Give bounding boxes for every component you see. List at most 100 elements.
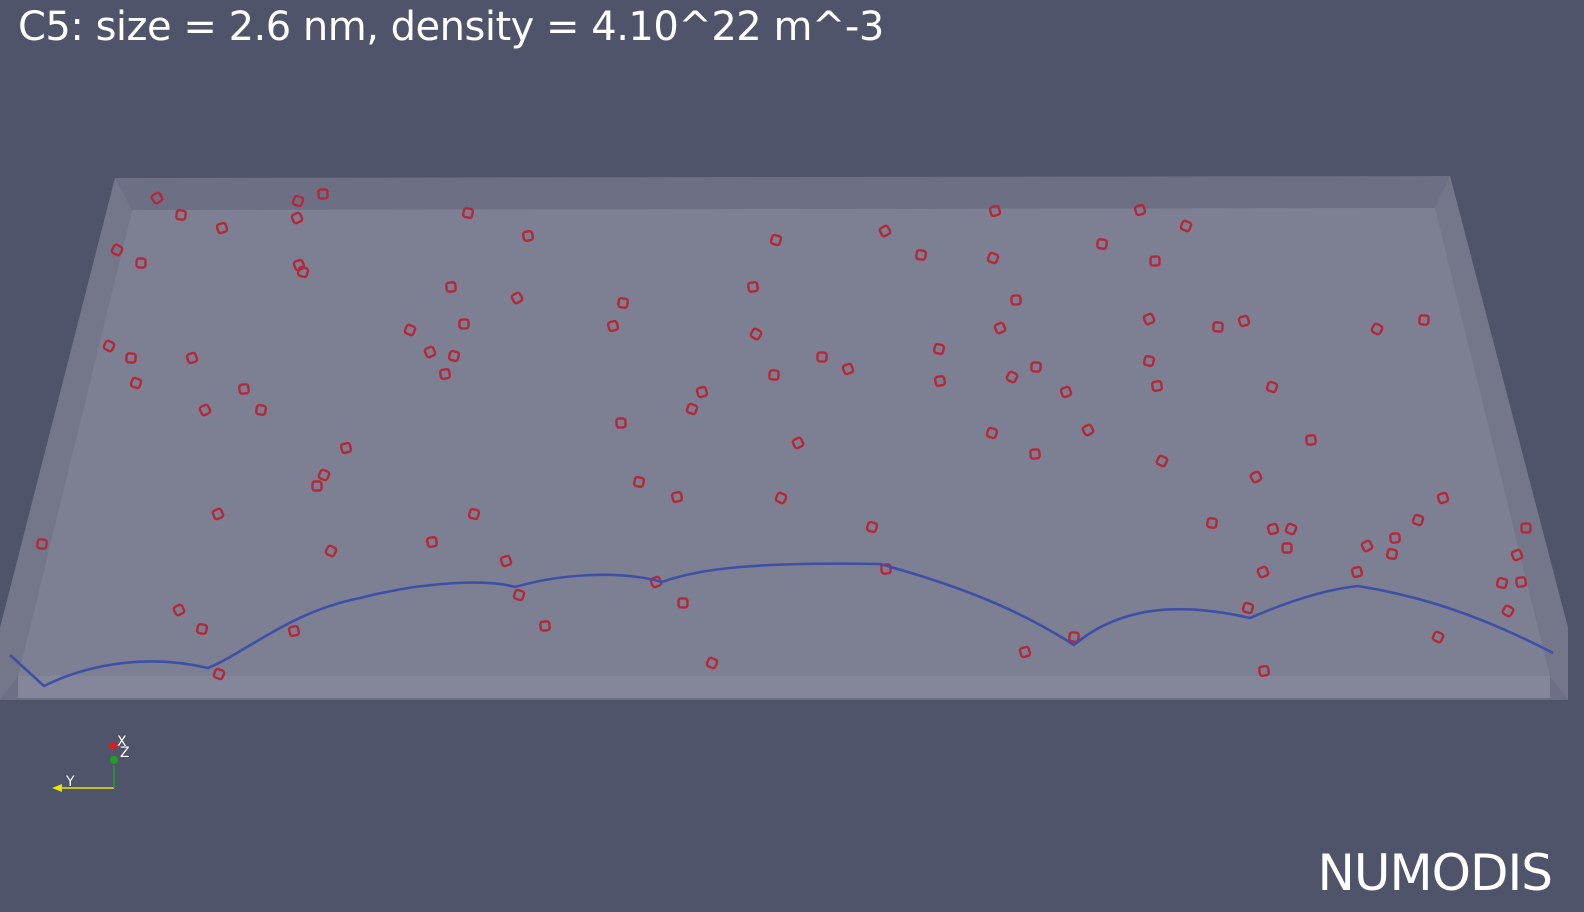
- defect-loop: [1510, 548, 1524, 562]
- defect-loop: [774, 491, 788, 505]
- defect-loop: [1241, 601, 1255, 615]
- defect-loop: [212, 667, 226, 681]
- defect-loop: [1249, 470, 1263, 484]
- defect-loop: [865, 520, 879, 534]
- defect-loop: [521, 229, 535, 243]
- defect-loop: [198, 403, 212, 417]
- defect-loop: [1265, 380, 1279, 394]
- defect-loops: [36, 188, 1532, 681]
- defect-loop: [461, 206, 475, 220]
- defect-loop: [1142, 354, 1156, 368]
- box-right-wall: [1435, 176, 1568, 700]
- defect-loop: [1133, 203, 1147, 217]
- scene-title: C5: size = 2.6 nm, density = 4.10^22 m^-…: [18, 4, 884, 50]
- defect-loop: [339, 441, 353, 455]
- defect-loop: [458, 318, 470, 330]
- defect-loop: [993, 321, 1007, 335]
- defect-loop: [1436, 491, 1450, 505]
- defect-loop: [1059, 385, 1073, 399]
- defect-loop: [841, 362, 855, 376]
- defect-loop: [986, 251, 1000, 265]
- defect-loop: [317, 188, 329, 200]
- defect-loop: [317, 468, 331, 482]
- defect-loop: [185, 351, 199, 365]
- defect-loop: [129, 376, 143, 390]
- defect-loop: [1212, 321, 1224, 333]
- defect-loop: [311, 480, 323, 492]
- defect-loop: [1010, 294, 1022, 306]
- defect-loop: [499, 554, 513, 568]
- defect-loop: [211, 507, 225, 521]
- defect-loop: [1150, 379, 1164, 393]
- defect-loop: [255, 404, 267, 416]
- defect-loop: [1389, 532, 1401, 544]
- dislocation-line: [9, 562, 1554, 688]
- defect-loop: [510, 291, 524, 305]
- defect-loop: [403, 323, 417, 337]
- defect-loop: [606, 319, 620, 333]
- defect-loop: [1370, 322, 1384, 336]
- defect-loop: [685, 402, 699, 416]
- defect-loop: [933, 374, 947, 388]
- defect-loop: [1350, 565, 1364, 579]
- defect-loop: [677, 597, 689, 609]
- defect-loop: [769, 233, 783, 247]
- defect-loop: [749, 327, 763, 341]
- defect-loop: [215, 221, 229, 235]
- defect-loop: [102, 339, 116, 353]
- defect-loop: [695, 385, 709, 399]
- defect-loop: [1155, 454, 1169, 468]
- defect-loop: [1520, 522, 1532, 534]
- defect-loop: [512, 588, 526, 602]
- axes-orientation-icon: Y X Z: [52, 734, 130, 792]
- defect-loop: [1018, 645, 1032, 659]
- defect-loop: [670, 490, 684, 504]
- defect-loop: [915, 249, 927, 261]
- defect-loop: [1431, 630, 1445, 644]
- defect-loop: [172, 603, 186, 617]
- defect-loop: [1142, 312, 1156, 326]
- defect-loop: [1005, 370, 1019, 384]
- defect-loop: [539, 620, 551, 632]
- defect-loop: [932, 342, 946, 356]
- defect-loop: [1281, 542, 1293, 554]
- defect-loop: [1081, 423, 1095, 437]
- defect-loop: [816, 351, 828, 363]
- defect-loop: [1284, 522, 1298, 536]
- defect-loop: [445, 281, 457, 293]
- brand-label: NUMODIS: [1317, 844, 1553, 902]
- defect-loop: [1029, 448, 1041, 460]
- defect-loop: [1360, 539, 1374, 553]
- box-top-face: [18, 208, 1550, 676]
- defect-loop: [1266, 522, 1280, 536]
- defect-loop: [878, 224, 892, 238]
- defect-loop: [1495, 576, 1509, 590]
- defect-loop: [426, 536, 438, 548]
- defect-loop: [1256, 565, 1270, 579]
- defect-loop: [36, 538, 48, 550]
- defect-loop: [438, 367, 452, 381]
- defect-loop: [125, 352, 137, 364]
- defect-loop: [1305, 434, 1317, 446]
- defect-loop: [1030, 361, 1042, 373]
- defect-loop: [705, 656, 719, 670]
- axis-y-label: Y: [65, 774, 75, 790]
- defect-loop: [1515, 576, 1527, 588]
- defect-loop: [467, 507, 481, 521]
- defect-loop: [447, 349, 461, 363]
- defect-loop: [1418, 314, 1430, 326]
- defect-loop: [1411, 513, 1425, 527]
- defect-loop: [1501, 604, 1515, 618]
- axis-x-label: X: [117, 734, 127, 750]
- defect-loop: [110, 243, 124, 257]
- defect-loop: [1149, 255, 1161, 267]
- defect-loop: [768, 369, 780, 381]
- defect-loop: [135, 257, 147, 269]
- defect-loop: [747, 281, 759, 293]
- defect-loop: [632, 475, 646, 489]
- defect-loop: [291, 194, 305, 208]
- defect-loop: [617, 297, 629, 309]
- defect-loop: [1179, 219, 1193, 233]
